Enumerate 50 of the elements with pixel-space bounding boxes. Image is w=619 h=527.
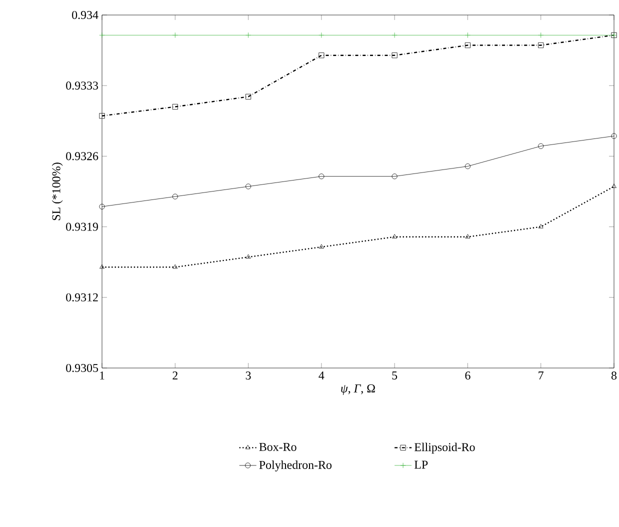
point xyxy=(392,174,398,180)
point xyxy=(465,234,470,238)
x-tick-label: 4 xyxy=(318,372,324,380)
x-axis-title: ψ, Γ, Ω xyxy=(341,384,375,395)
y-tick-label: 0.9326 xyxy=(66,152,98,160)
point xyxy=(611,133,617,139)
point xyxy=(245,184,252,190)
point xyxy=(538,143,544,149)
point xyxy=(538,224,544,228)
point xyxy=(318,174,324,180)
x-tick-label: 6 xyxy=(465,372,470,380)
point xyxy=(99,204,105,210)
point xyxy=(245,32,252,38)
point xyxy=(100,264,104,269)
y-tick-label: 0.9319 xyxy=(66,222,98,231)
point xyxy=(99,32,105,38)
point xyxy=(392,52,398,58)
x-tick-label: 7 xyxy=(538,372,544,380)
point xyxy=(538,32,544,38)
point xyxy=(464,42,471,48)
legend-label: LP xyxy=(414,460,428,469)
point xyxy=(172,104,178,110)
point xyxy=(318,32,324,38)
x-tick-label: 1 xyxy=(100,372,104,380)
point xyxy=(318,52,324,58)
point xyxy=(612,184,616,188)
x-tick-label: 3 xyxy=(246,372,251,380)
point xyxy=(392,32,398,38)
point xyxy=(392,234,398,238)
y-tick-label: 0.9305 xyxy=(66,364,98,372)
y-tick-label: 0.934 xyxy=(72,10,98,20)
point xyxy=(172,194,178,200)
y-tick-label: 0.9312 xyxy=(66,293,98,302)
point xyxy=(464,163,471,170)
point xyxy=(246,254,251,259)
y-axis-title: SL (*100%) xyxy=(52,162,63,220)
point xyxy=(245,94,252,100)
point xyxy=(318,244,324,248)
point xyxy=(99,113,105,119)
x-tick-label: 2 xyxy=(172,372,178,380)
y-tick-label: 0.9333 xyxy=(66,82,98,90)
point xyxy=(464,32,471,38)
point xyxy=(538,42,544,48)
legend-label: Box-Ro xyxy=(259,443,296,451)
point xyxy=(172,32,178,38)
x-tick-label: 8 xyxy=(611,372,617,380)
point xyxy=(172,264,178,269)
legend-label: Ellipsoid-Ro xyxy=(414,442,475,454)
legend-label: Polyhedron-Ro xyxy=(259,460,332,472)
x-tick-label: 5 xyxy=(392,372,398,380)
